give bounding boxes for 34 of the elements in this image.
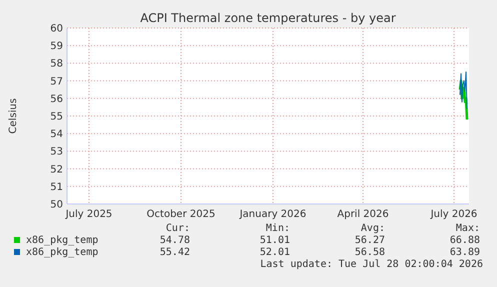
y-tick-label: 57 bbox=[50, 76, 63, 88]
y-tick-label: 50 bbox=[50, 200, 63, 210]
legend-label: x86_pkg_temp bbox=[26, 235, 98, 246]
x-tick-label: October 2025 bbox=[146, 209, 216, 220]
text: 66.88 bbox=[450, 235, 480, 246]
y-tick-label: 54 bbox=[50, 129, 63, 140]
y-tick-label: 51 bbox=[50, 182, 63, 193]
text: Avg: bbox=[360, 223, 385, 234]
text: 63.89 bbox=[450, 247, 480, 258]
x-tick-label: January 2026 bbox=[238, 209, 306, 220]
text: Last update: Tue Jul 28 02:00:04 2026 bbox=[260, 259, 483, 270]
x-tick-label: July 2026 bbox=[430, 209, 478, 220]
text: Min: bbox=[266, 223, 290, 234]
x-tick-label: April 2026 bbox=[337, 209, 389, 220]
y-tick-label: 56 bbox=[50, 94, 63, 105]
y-tick-label: 55 bbox=[50, 112, 63, 122]
y-tick-label: 58 bbox=[50, 58, 63, 70]
y-axis-title: Celsius bbox=[8, 98, 19, 134]
x-tick-label: July 2025 bbox=[64, 209, 112, 220]
chart-title: ACPI Thermal zone temperatures - by year bbox=[140, 11, 396, 25]
y-tick-label: 60 bbox=[50, 24, 63, 34]
text: 56.27 bbox=[354, 235, 385, 246]
y-tick-label: 52 bbox=[50, 164, 63, 176]
text: Cur: bbox=[166, 223, 190, 234]
y-tick-label: 59 bbox=[50, 41, 63, 52]
text: 56.58 bbox=[354, 247, 385, 258]
text: 55.42 bbox=[160, 247, 190, 258]
text: 51.01 bbox=[260, 235, 290, 246]
legend-label: x86_pkg_temp bbox=[26, 247, 98, 258]
line-series bbox=[460, 72, 468, 110]
text: 52.01 bbox=[260, 247, 290, 258]
y-tick-label: 53 bbox=[50, 146, 63, 158]
text: 54.78 bbox=[160, 235, 190, 246]
text: Max: bbox=[456, 223, 480, 234]
